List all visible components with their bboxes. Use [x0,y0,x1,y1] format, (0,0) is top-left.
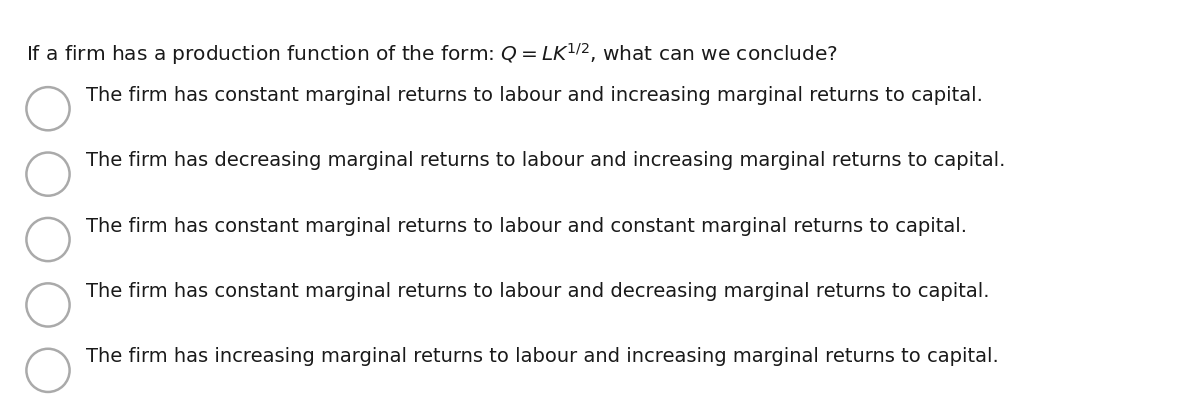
Text: The firm has increasing marginal returns to labour and increasing marginal retur: The firm has increasing marginal returns… [86,347,1000,366]
Text: If a firm has a production function of the form: $Q = LK^{1/2}$, what can we con: If a firm has a production function of t… [26,41,839,67]
Text: The firm has decreasing marginal returns to labour and increasing marginal retur: The firm has decreasing marginal returns… [86,151,1006,170]
Text: The firm has constant marginal returns to labour and constant marginal returns t: The firm has constant marginal returns t… [86,216,967,235]
Text: The firm has constant marginal returns to labour and decreasing marginal returns: The firm has constant marginal returns t… [86,281,990,300]
Text: The firm has constant marginal returns to labour and increasing marginal returns: The firm has constant marginal returns t… [86,85,983,104]
